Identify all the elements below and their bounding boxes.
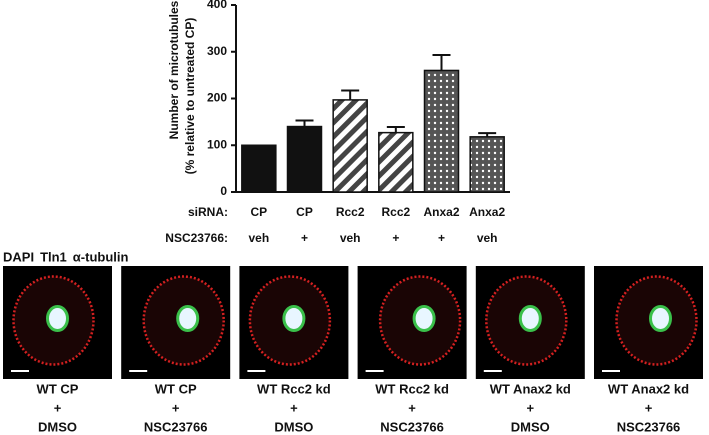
legend-entry: α-tubulin bbox=[73, 249, 129, 264]
category-label: CP bbox=[250, 205, 267, 219]
treatment-label: veh bbox=[340, 231, 361, 245]
panel-label: + bbox=[290, 400, 298, 415]
category-label: Anxa2 bbox=[423, 205, 459, 219]
panel-label: + bbox=[172, 400, 180, 415]
error-bar bbox=[432, 54, 451, 71]
row-title: NSC23766: bbox=[165, 231, 228, 245]
treatment-label: veh bbox=[248, 231, 269, 245]
panel-label: DMSO bbox=[511, 419, 550, 434]
panel-label: DMSO bbox=[274, 419, 313, 434]
legend-entry: Tln1 bbox=[40, 249, 67, 264]
panel-label: WT Rcc2 kd bbox=[257, 381, 331, 396]
nucleus bbox=[518, 305, 542, 332]
nucleus bbox=[46, 305, 69, 332]
error-bar bbox=[386, 126, 405, 133]
panel-label: + bbox=[527, 400, 535, 415]
category-label: Rcc2 bbox=[381, 205, 410, 219]
panel-label: WT CP bbox=[37, 381, 79, 396]
micrograph bbox=[357, 266, 467, 379]
row-title: siRNA: bbox=[188, 205, 228, 219]
nucleus bbox=[649, 305, 672, 332]
y-label: Number of microtubules bbox=[167, 0, 181, 139]
micrograph bbox=[594, 266, 703, 379]
panel-label: DMSO bbox=[38, 419, 77, 434]
bar bbox=[286, 125, 323, 193]
micrograph bbox=[121, 266, 231, 379]
category-label: Rcc2 bbox=[336, 205, 365, 219]
bar bbox=[332, 99, 368, 193]
treatment-label: + bbox=[301, 231, 308, 245]
y-tick-label: 100 bbox=[207, 137, 227, 151]
category-label: Anxa2 bbox=[469, 205, 505, 219]
panel-label: + bbox=[408, 400, 416, 415]
micrograph bbox=[3, 266, 112, 379]
panel-label: WT Rcc2 kd bbox=[375, 381, 449, 396]
y-label: (% relative to untreated CP) bbox=[183, 18, 197, 175]
error-bar bbox=[295, 119, 314, 127]
bar bbox=[378, 131, 414, 193]
y-tick-label: 0 bbox=[220, 184, 227, 198]
treatment-label: + bbox=[392, 231, 399, 245]
y-tick-label: 300 bbox=[207, 44, 227, 58]
treatment-label: veh bbox=[477, 231, 498, 245]
category-label: CP bbox=[296, 205, 313, 219]
y-tick-label: 200 bbox=[207, 91, 227, 105]
error-bar bbox=[478, 132, 497, 137]
panel-label: WT CP bbox=[155, 381, 197, 396]
panel-label: + bbox=[54, 400, 62, 415]
y-tick-label: 400 bbox=[207, 0, 227, 11]
bar bbox=[241, 144, 277, 193]
legend-entry: DAPI bbox=[3, 249, 34, 264]
nucleus bbox=[282, 305, 306, 332]
treatment-label: + bbox=[438, 231, 445, 245]
panel-label: NSC23766 bbox=[617, 419, 681, 434]
panel-label: + bbox=[645, 400, 653, 415]
panel-label: NSC23766 bbox=[144, 419, 208, 434]
nucleus bbox=[176, 305, 200, 332]
nucleus bbox=[412, 305, 436, 332]
panel-label: WT Anax2 kd bbox=[608, 381, 689, 396]
bar bbox=[469, 136, 505, 193]
panel-label: NSC23766 bbox=[380, 419, 444, 434]
micrograph bbox=[475, 266, 585, 379]
micrograph bbox=[239, 266, 349, 379]
bar bbox=[423, 69, 460, 193]
panel-label: WT Anax2 kd bbox=[490, 381, 571, 396]
error-bar bbox=[341, 89, 360, 100]
